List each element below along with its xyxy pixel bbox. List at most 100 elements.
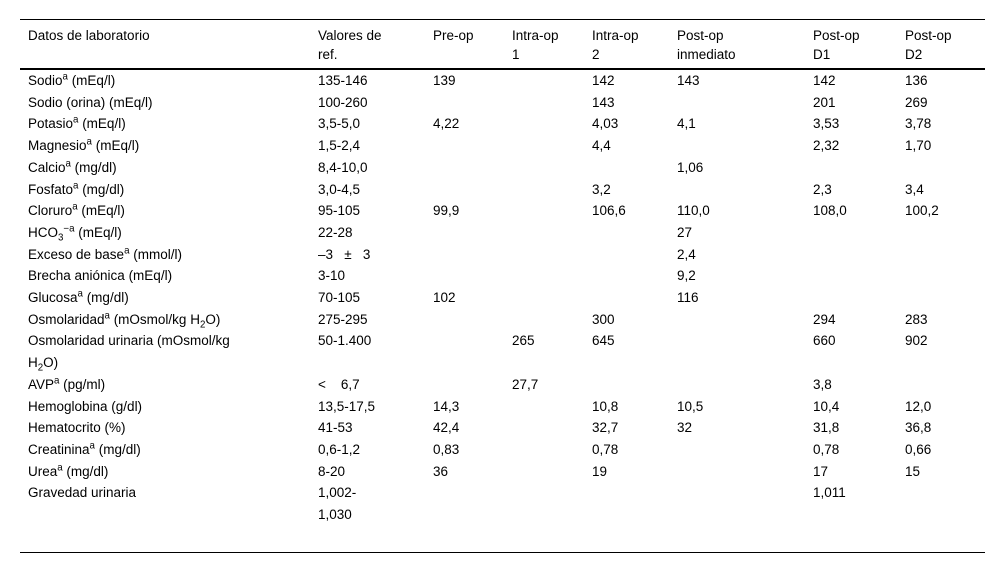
cell-postop_d1: 3,8 [813,376,832,392]
cell-postop_d1: 660 [813,333,836,349]
cell-preop [433,179,512,201]
cell-postop_inmediato: 27 [677,224,693,240]
table-row: Brecha aniónica (mEq/l) 3-10 9,2 [20,265,985,287]
cell-ref: 3,0-4,5 [318,181,361,197]
table-row: Sodioa (mEq/l) 135-146 139 142 143 142 136 [20,69,985,92]
cell-intraop2: 0,78 [592,441,619,457]
column-header-label: Datos de laboratorio [20,19,318,70]
cell-intraop1 [512,439,592,461]
cell-postop_d2: 100,2 [905,203,939,219]
table-row: Gravedad urinaria 1,002- 1,030 1,011 [20,482,985,553]
cell-intraop1 [512,461,592,483]
cell-preop [433,330,512,373]
cell-preop: 102 [433,290,456,306]
cell-intraop2: 3,2 [592,181,611,197]
row-label: Sodioa (mEq/l) [28,71,116,88]
cell-postop_d1: 31,8 [813,420,840,436]
cell-postop_inmediato [677,439,813,461]
cell-intraop1 [512,309,592,331]
row-label: Creatininaa (mg/dl) [28,440,141,457]
cell-ref: 275-295 [318,311,368,327]
cell-intraop1 [512,396,592,418]
cell-intraop1 [512,287,592,309]
row-label: Osmolaridad urinaria (mOsmol/kg H2O) [28,333,230,374]
column-header-intraop2: Intra-op 2 [592,19,677,70]
cell-postop_d2: 3,78 [905,116,932,132]
cell-intraop1 [512,157,592,179]
cell-ref: 41-53 [318,420,353,436]
cell-ref: 70-105 [318,290,361,306]
cell-postop_d2 [905,222,985,244]
cell-ref: 22-28 [318,224,353,240]
cell-postop_d1: 2,32 [813,138,840,154]
cell-postop_d1: 0,78 [813,441,840,457]
cell-postop_d2: 902 [905,333,928,349]
cell-intraop2 [592,244,677,266]
table-row: Sodio (orina) (mEq/l) 100-260 143 201 269 [20,92,985,114]
cell-ref: 50-1.400 [318,333,372,349]
cell-intraop1 [512,244,592,266]
cell-ref: 0,6-1,2 [318,441,361,457]
cell-postop_d1 [813,157,905,179]
cell-ref: 8,4-10,0 [318,159,368,175]
row-label: Cloruroa (mEq/l) [28,201,125,219]
header-row: Datos de laboratorio Valores de ref. Pre-o… [20,19,985,70]
row-label: Osmolaridada (mOsmol/kg H2O) [28,310,221,331]
cell-postop_inmediato [677,179,813,201]
cell-preop: 4,22 [433,116,460,132]
cell-preop [433,157,512,179]
cell-postop_inmediato: 10,5 [677,398,704,414]
cell-intraop2: 106,6 [592,203,626,219]
cell-intraop1 [512,417,592,439]
cell-intraop2: 4,4 [592,138,611,154]
cell-preop [433,92,512,114]
cell-postop_inmediato: 2,4 [677,246,696,262]
cell-ref: 13,5-17,5 [318,398,376,414]
cell-intraop2: 143 [592,94,615,110]
cell-postop_inmediato [677,135,813,157]
column-header-postop_d1: Post-op D1 [813,19,905,70]
cell-intraop1: 27,7 [512,376,539,392]
cell-postop_inmediato: 116 [677,290,699,306]
cell-preop [433,309,512,331]
cell-postop_inmediato [677,482,813,553]
cell-intraop2: 300 [592,311,615,327]
cell-intraop1 [512,200,592,222]
cell-ref: 1,5-2,4 [318,138,361,154]
table-body: Sodioa (mEq/l) 135-146 139 142 143 142 136 Sodi… [20,69,985,553]
cell-ref: 1,002- 1,030 [318,482,433,553]
column-header-ref: Valores de ref. [318,19,433,70]
cell-ref: 8-20 [318,463,346,479]
cell-postop_inmediato: 110,0 [677,203,710,219]
cell-intraop1: 265 [512,333,535,349]
cell-postop_d2: 15 [905,463,921,479]
cell-postop_d2 [905,374,985,396]
column-header-intraop1: Intra-op 1 [512,19,592,70]
cell-ref: –3 ± 3 [318,246,371,262]
row-label: Hemoglobina (g/dl) [28,398,143,414]
row-label: HCO3−a (mEq/l) [28,223,122,244]
cell-postop_d1: 142 [813,73,836,88]
cell-intraop2 [592,482,677,553]
cell-postop_d2 [905,157,985,179]
cell-preop: 42,4 [433,420,460,436]
table-row: Magnesioa (mEq/l) 1,5-2,4 4,4 2,32 1,70 [20,135,985,157]
table-row: Potasioa (mEq/l) 3,5-5,0 4,22 4,03 4,1 3,53 3,… [20,113,985,135]
cell-ref: < 6,7 [318,376,360,392]
cell-postop_d2: 269 [905,94,928,110]
cell-postop_d1: 3,53 [813,116,840,132]
cell-intraop1 [512,92,592,114]
cell-postop_inmediato: 4,1 [677,116,696,132]
cell-postop_inmediato: 32 [677,420,693,436]
row-label: AVPa (pg/ml) [28,375,106,392]
table-row: Osmolaridada (mOsmol/kg H2O) 275-295 300 29… [20,309,985,331]
cell-preop: 139 [433,73,456,88]
row-label: Fosfatoa (mg/dl) [28,180,125,197]
table-row: Cloruroa (mEq/l) 95-105 99,9 106,6 110,0 108,… [20,200,985,222]
table-row: Ureaa (mg/dl) 8-20 36 19 17 15 [20,461,985,483]
cell-preop: 99,9 [433,203,460,219]
cell-postop_d2: 136 [905,73,928,88]
cell-postop_d2 [905,265,985,287]
cell-postop_d1 [813,244,905,266]
